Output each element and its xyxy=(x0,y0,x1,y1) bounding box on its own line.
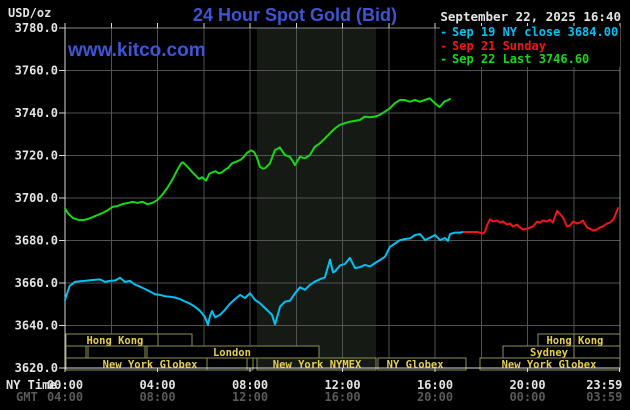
svg-text:23:59: 23:59 xyxy=(586,378,622,392)
svg-text:03:59: 03:59 xyxy=(586,390,622,404)
svg-text:08:00: 08:00 xyxy=(232,378,268,392)
svg-text:London: London xyxy=(213,347,251,359)
svg-text:00:00: 00:00 xyxy=(509,390,545,404)
svg-text:New York NYMEX: New York NYMEX xyxy=(273,359,362,371)
gmt-axis-label: GMT xyxy=(16,390,38,404)
svg-text:16:00: 16:00 xyxy=(324,390,360,404)
y-axis-unit-label: USD/oz xyxy=(8,6,52,20)
svg-text:3760.0: 3760.0 xyxy=(15,64,58,78)
svg-text:08:00: 08:00 xyxy=(139,390,175,404)
svg-text:04:00: 04:00 xyxy=(139,378,175,392)
svg-text:NY Globex: NY Globex xyxy=(387,359,445,371)
legend-item-sep22: - Sep 22 Last 3746.60 xyxy=(440,52,618,67)
svg-text:3620.0: 3620.0 xyxy=(15,361,58,375)
legend-label: Sep 21 Sunday xyxy=(452,38,546,53)
chart-title: 24 Hour Spot Gold (Bid) xyxy=(193,5,397,25)
svg-text:00:00: 00:00 xyxy=(47,378,83,392)
svg-text:Hong Kong: Hong Kong xyxy=(86,335,143,347)
svg-text:3680.0: 3680.0 xyxy=(15,234,58,248)
svg-text:New York Globex: New York Globex xyxy=(502,359,598,371)
svg-text:3700.0: 3700.0 xyxy=(15,191,58,205)
svg-text:3640.0: 3640.0 xyxy=(15,319,58,333)
kitco-watermark: www.kitco.com xyxy=(68,40,206,61)
legend-dash-icon: - xyxy=(440,38,448,53)
svg-text:20:00: 20:00 xyxy=(509,378,545,392)
legend-item-sep21: - Sep 21 Sunday xyxy=(440,38,618,54)
svg-text:3740.0: 3740.0 xyxy=(15,106,58,120)
chart-legend: - Sep 19 NY close 3684.00 - Sep 21 Sunday … xyxy=(440,25,621,67)
svg-text:Sydney: Sydney xyxy=(530,347,569,359)
svg-text:New York Globex: New York Globex xyxy=(103,359,199,371)
legend-label: Sep 19 NY close 3684.00 xyxy=(452,25,619,39)
legend-dash-icon: - xyxy=(440,25,448,39)
legend-label: Sep 22 Last 3746.60 xyxy=(452,52,590,66)
svg-text:Hong Kong: Hong Kong xyxy=(546,335,603,347)
svg-text:3780.0: 3780.0 xyxy=(15,21,58,35)
ny-time-axis-label: NY Time xyxy=(6,378,57,392)
legend-dash-icon: - xyxy=(440,52,448,66)
chart-datetime: September 22, 2025 16:40 xyxy=(440,9,621,24)
svg-text:12:00: 12:00 xyxy=(324,378,360,392)
legend-item-sep19: - Sep 19 NY close 3684.00 xyxy=(440,25,619,40)
svg-text:16:00: 16:00 xyxy=(417,378,453,392)
svg-text:20:00: 20:00 xyxy=(417,390,453,404)
svg-text:04:00: 04:00 xyxy=(47,390,83,404)
svg-text:3660.0: 3660.0 xyxy=(15,276,58,290)
svg-text:12:00: 12:00 xyxy=(232,390,268,404)
svg-text:3720.0: 3720.0 xyxy=(15,149,58,163)
